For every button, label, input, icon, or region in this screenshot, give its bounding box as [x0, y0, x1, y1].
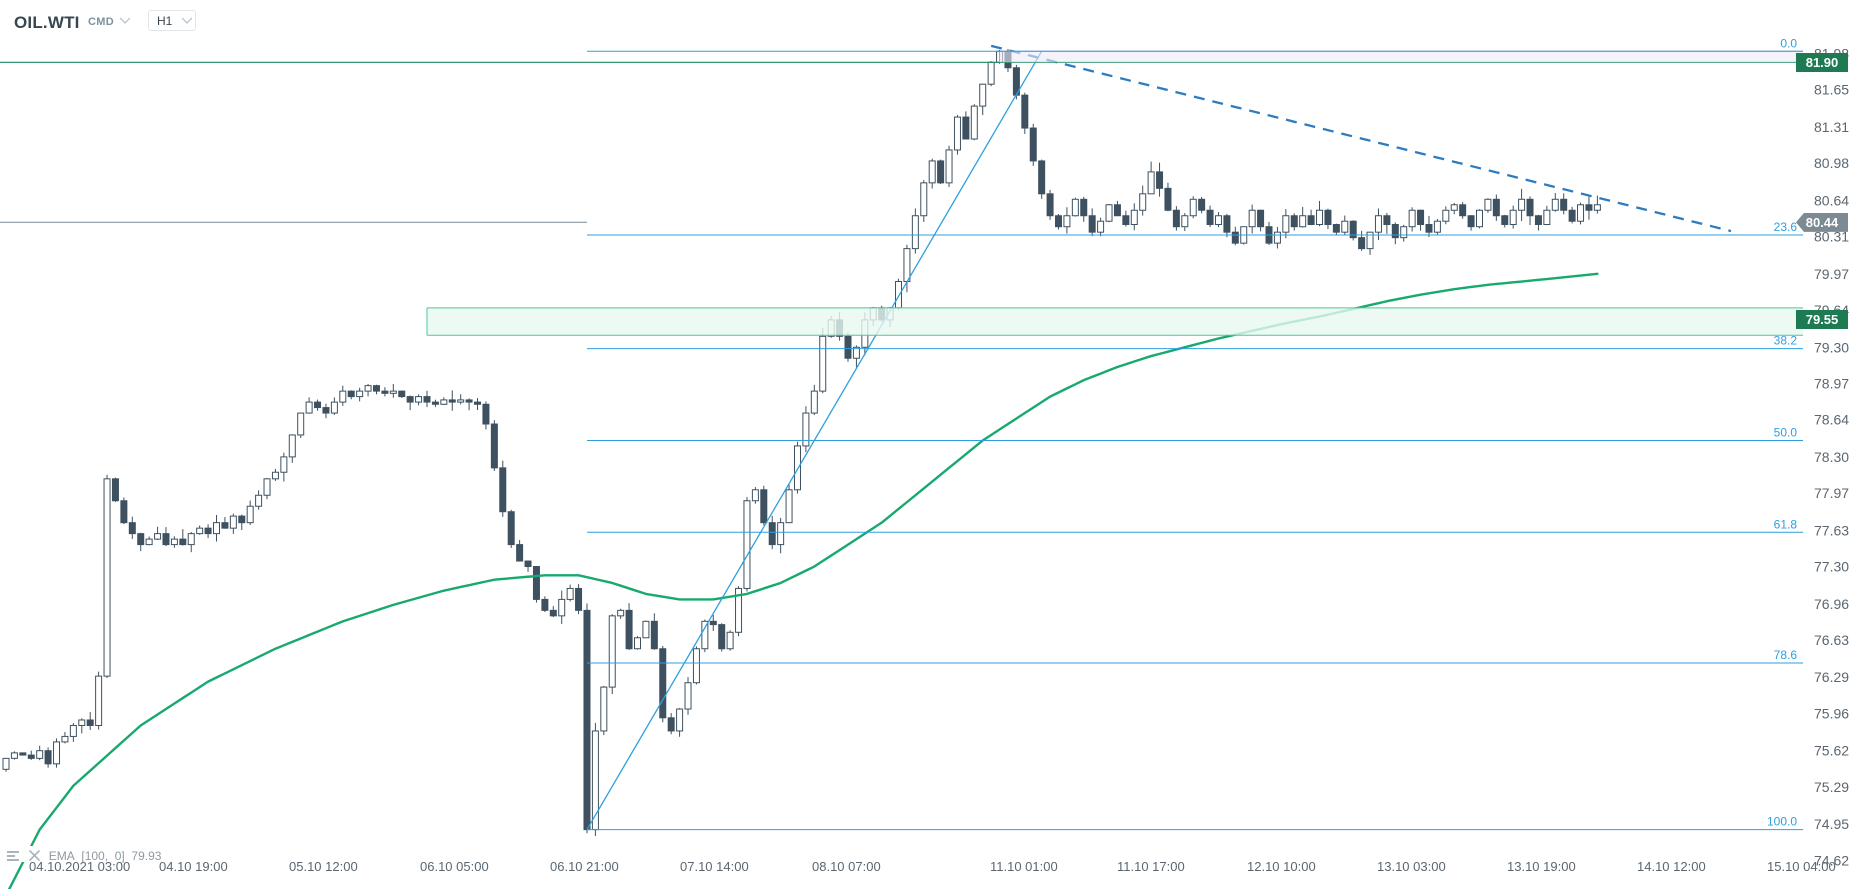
svg-text:61.8: 61.8: [1774, 517, 1798, 531]
svg-text:75.62: 75.62: [1814, 743, 1849, 759]
svg-text:79.30: 79.30: [1814, 339, 1849, 355]
svg-text:78.30: 78.30: [1814, 449, 1849, 465]
svg-text:78.64: 78.64: [1814, 412, 1849, 428]
svg-text:0.0: 0.0: [1780, 36, 1797, 50]
svg-text:78.97: 78.97: [1814, 375, 1849, 391]
svg-text:50.0: 50.0: [1774, 425, 1798, 439]
svg-text:14.10 12:00: 14.10 12:00: [1637, 859, 1706, 874]
svg-text:78.6: 78.6: [1774, 648, 1798, 662]
svg-text:06.10 21:00: 06.10 21:00: [550, 859, 619, 874]
svg-text:77.30: 77.30: [1814, 559, 1849, 575]
svg-text:77.97: 77.97: [1814, 485, 1849, 501]
svg-text:75.29: 75.29: [1814, 779, 1849, 795]
svg-text:100.0: 100.0: [1767, 815, 1797, 829]
svg-text:06.10 05:00: 06.10 05:00: [420, 859, 489, 874]
svg-text:75.96: 75.96: [1814, 705, 1849, 721]
svg-text:76.63: 76.63: [1814, 632, 1849, 648]
svg-text:79.97: 79.97: [1814, 266, 1849, 282]
svg-text:80.64: 80.64: [1814, 192, 1849, 208]
svg-text:81.31: 81.31: [1814, 119, 1849, 135]
svg-text:11.10 01:00: 11.10 01:00: [990, 859, 1058, 874]
svg-text:11.10 17:00: 11.10 17:00: [1117, 859, 1185, 874]
svg-text:81.65: 81.65: [1814, 82, 1849, 98]
svg-text:15.10 04:00: 15.10 04:00: [1767, 859, 1836, 874]
svg-text:12.10 10:00: 12.10 10:00: [1247, 859, 1316, 874]
svg-text:13.10 03:00: 13.10 03:00: [1377, 859, 1446, 874]
svg-text:08.10 07:00: 08.10 07:00: [812, 859, 881, 874]
svg-text:80.98: 80.98: [1814, 155, 1849, 171]
svg-text:23.6: 23.6: [1774, 220, 1798, 234]
svg-text:76.29: 76.29: [1814, 669, 1849, 685]
svg-text:07.10 14:00: 07.10 14:00: [680, 859, 749, 874]
svg-text:77.63: 77.63: [1814, 522, 1849, 538]
svg-text:74.95: 74.95: [1814, 816, 1849, 832]
svg-text:13.10 19:00: 13.10 19:00: [1507, 859, 1576, 874]
svg-text:76.96: 76.96: [1814, 596, 1849, 612]
